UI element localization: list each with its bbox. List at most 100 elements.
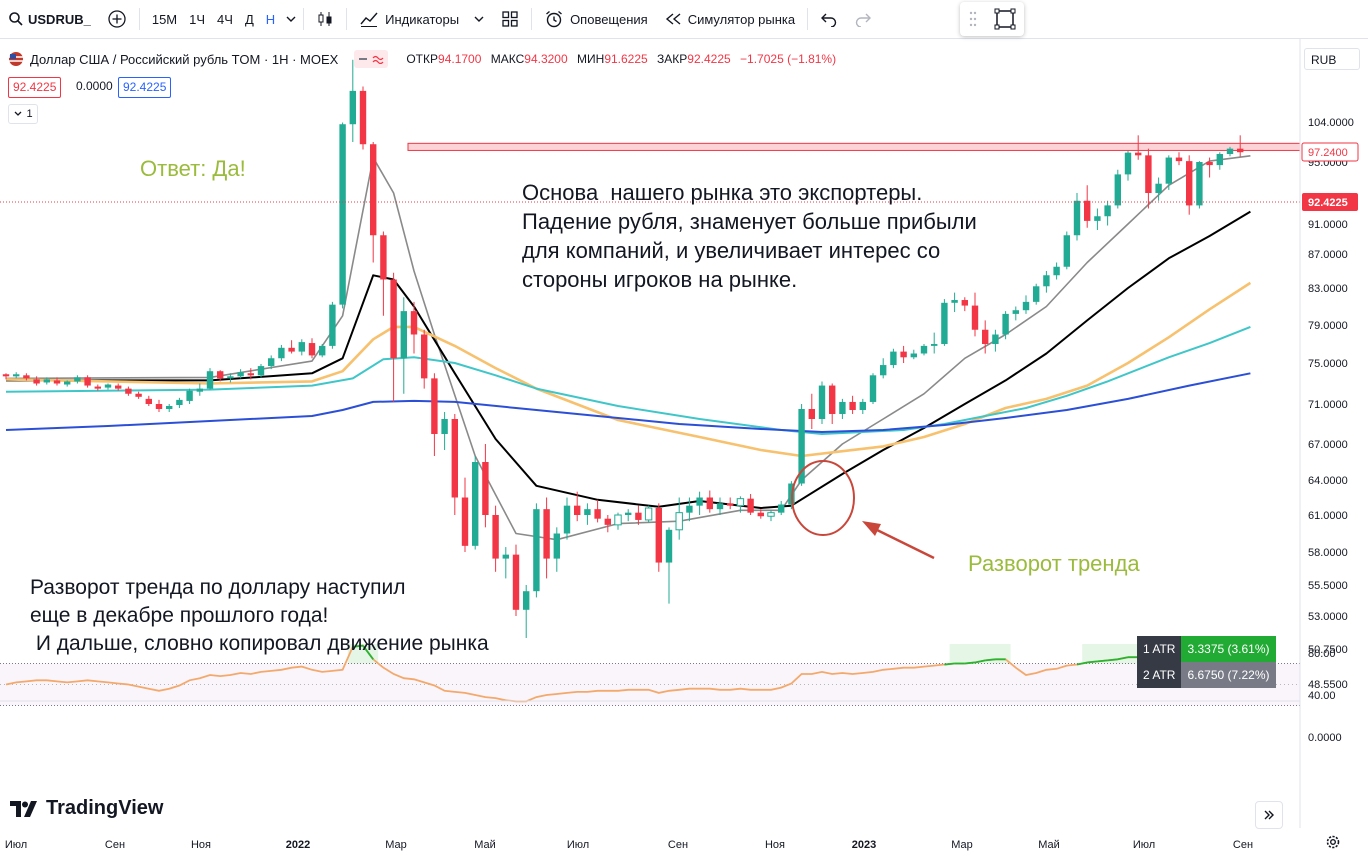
reversal-annotation[interactable]: Разворот тренда bbox=[968, 551, 1140, 576]
candle-body bbox=[686, 505, 693, 513]
scroll-to-realtime-button[interactable] bbox=[1255, 801, 1283, 829]
replay-button[interactable]: Симулятор рынка bbox=[656, 0, 803, 38]
price-tick-label: 53.0000 bbox=[1308, 611, 1348, 623]
chevron-down-icon bbox=[474, 16, 484, 22]
time-tick-label: Май bbox=[1038, 839, 1060, 851]
candle-body bbox=[1043, 275, 1050, 287]
resistance-zone[interactable] bbox=[407, 142, 1301, 151]
undo-button[interactable] bbox=[812, 0, 846, 38]
candle-body bbox=[2, 374, 10, 377]
indicators-button[interactable]: Индикаторы bbox=[351, 0, 493, 38]
candle-body bbox=[951, 300, 958, 303]
candle-body bbox=[798, 409, 805, 484]
atr-label: 1 ATR bbox=[1137, 636, 1182, 662]
legend-collapse-button[interactable]: 1 bbox=[8, 104, 38, 124]
instrument-status-badge[interactable] bbox=[354, 50, 389, 68]
candles-icon bbox=[318, 12, 332, 26]
change-value: −1.7025 (−1.81%) bbox=[740, 52, 837, 66]
compare-button[interactable] bbox=[99, 0, 135, 38]
candle-body bbox=[390, 279, 397, 359]
bid-price-box[interactable]: 92.4225 bbox=[8, 77, 62, 98]
candle-body bbox=[563, 505, 571, 534]
selection-frame-icon[interactable] bbox=[993, 7, 1017, 31]
atr-table: 1 ATR 3.3375 (3.61%) 2 ATR 6.6750 (7.22%… bbox=[1137, 636, 1276, 688]
candle-body bbox=[696, 497, 703, 506]
price-axis[interactable]: 104.000095.000091.000087.000083.000079.0… bbox=[1301, 117, 1359, 691]
rsi-hot-segment bbox=[352, 644, 364, 648]
plus-circle-icon bbox=[108, 10, 126, 28]
candle-body bbox=[482, 462, 489, 515]
candle-body bbox=[890, 351, 897, 366]
answer-annotation[interactable]: Ответ: Да! bbox=[140, 156, 246, 181]
toolbar-divider bbox=[138, 8, 140, 30]
time-tick-label: Июл bbox=[567, 839, 589, 851]
price-tick-label: 104.0000 bbox=[1308, 117, 1354, 129]
minus-icon bbox=[359, 58, 368, 60]
interval-1w[interactable]: Н bbox=[265, 11, 276, 27]
interval-1h[interactable]: 1Ч bbox=[189, 11, 206, 27]
tradingview-logo[interactable]: TradingView bbox=[10, 797, 163, 820]
interval-1d[interactable]: Д bbox=[244, 11, 254, 27]
time-tick-label: Сен bbox=[1233, 839, 1253, 851]
rsi-hot-segment bbox=[1097, 659, 1108, 663]
candle-body bbox=[635, 512, 642, 520]
candle-body bbox=[206, 371, 214, 389]
symbol-search-button[interactable]: USDRUB_ bbox=[0, 0, 99, 38]
candle-body bbox=[665, 529, 673, 563]
drag-handle-icon[interactable] bbox=[968, 10, 978, 28]
candle-body bbox=[329, 304, 336, 346]
time-tick-label: 2022 bbox=[286, 839, 310, 851]
candle-body bbox=[84, 377, 91, 386]
ask-price-box[interactable]: 92.4225 bbox=[118, 77, 172, 98]
candle-body bbox=[594, 509, 601, 519]
ma-price-label: 97.2400 bbox=[1308, 147, 1348, 159]
grid-icon bbox=[502, 11, 518, 27]
redo-button[interactable] bbox=[846, 0, 880, 38]
ma-line-blue bbox=[5, 372, 1251, 433]
time-tick-label: 2023 bbox=[852, 839, 876, 851]
candle-body bbox=[880, 365, 887, 376]
us-flag-icon bbox=[9, 52, 23, 66]
rsi-overbought-zone bbox=[347, 644, 379, 664]
price-tick-label: 71.0000 bbox=[1308, 399, 1348, 411]
candle-body bbox=[553, 533, 560, 559]
ma-price-badge bbox=[1301, 142, 1359, 162]
candle-body bbox=[1063, 235, 1070, 267]
candle-body bbox=[1155, 183, 1162, 193]
candle-body bbox=[1237, 148, 1244, 153]
main-text-annotation[interactable]: Основа нашего рынка это экспортеры. Паде… bbox=[522, 180, 977, 292]
interval-15m[interactable]: 15М bbox=[151, 11, 178, 27]
interval-4h[interactable]: 4Ч bbox=[217, 11, 233, 27]
candle-body bbox=[451, 419, 458, 498]
candle-body bbox=[94, 386, 101, 389]
candle-body bbox=[339, 124, 346, 305]
bottom-text-annotation[interactable]: Разворот тренда по доллару наступил еще … bbox=[30, 576, 489, 655]
candle-body bbox=[992, 334, 999, 344]
candle-body bbox=[543, 509, 550, 559]
candle-body bbox=[869, 375, 877, 402]
chart-type-button[interactable] bbox=[308, 0, 342, 38]
rsi-line bbox=[5, 644, 1272, 703]
candle-body bbox=[472, 462, 479, 546]
top-toolbar: USDRUB_ 15М 1Ч 4Ч Д Н Индикаторы Оповеще… bbox=[0, 0, 1368, 39]
currency-selector[interactable]: RUB bbox=[1304, 48, 1360, 70]
candle-body bbox=[982, 329, 989, 344]
candle-body bbox=[1216, 154, 1223, 166]
settings-button[interactable] bbox=[1325, 834, 1341, 850]
price-tick-label: 79.0000 bbox=[1308, 320, 1348, 332]
rsi-hot-segment bbox=[362, 645, 374, 660]
time-axis[interactable]: Июл Сен Ноя 2022 Мар Май Июл Сен Ноя 2023 Мар Май Ию… bbox=[5, 839, 1253, 851]
candle-body bbox=[33, 379, 40, 384]
chevron-down-icon[interactable] bbox=[285, 13, 297, 25]
price-tick-label: 55.5000 bbox=[1308, 580, 1348, 592]
candle-body bbox=[400, 311, 407, 359]
candle-body bbox=[380, 235, 387, 280]
current-price-badge bbox=[1302, 192, 1358, 211]
alerts-button[interactable]: Оповещения bbox=[536, 0, 656, 38]
instrument-title[interactable]: Доллар США / Российский рубль TOM · 1Н ·… bbox=[30, 51, 339, 67]
candle-body bbox=[247, 373, 254, 376]
open-label: ОТКР bbox=[406, 52, 439, 66]
candlestick-series bbox=[2, 59, 1244, 638]
layouts-button[interactable] bbox=[493, 0, 527, 38]
